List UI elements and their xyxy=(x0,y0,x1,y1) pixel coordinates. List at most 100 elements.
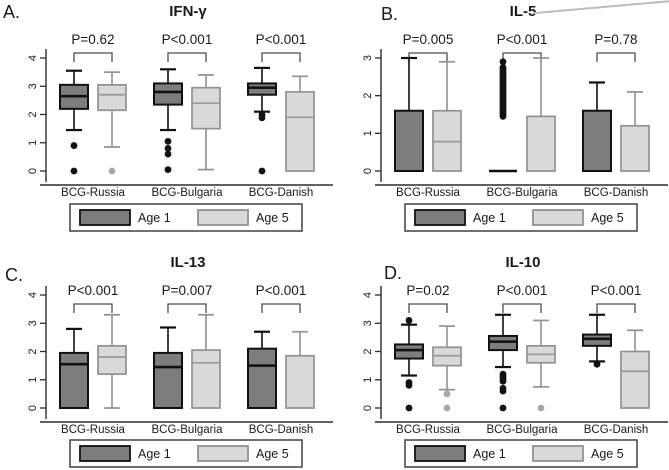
y-tick-label: 1 xyxy=(27,140,39,146)
panel-label: C. xyxy=(5,265,23,285)
panel-il13: C. IL-13 P<0.001 P=0.007 P<0.001 0 1 2 3 4 BCG-Rus… xyxy=(0,235,335,470)
outlier-dot-age1-bcg-bulgaria xyxy=(499,387,507,395)
outlier-dot-age1-bcg-bulgaria xyxy=(164,150,172,158)
x-category-label: BCG-Russia xyxy=(61,424,126,436)
outlier-dot-age1-bcg-russia xyxy=(70,142,78,149)
box-age1-bcg-danish xyxy=(247,347,277,410)
box-age5-bcg-danish xyxy=(285,91,315,172)
y-tick-label: 2 xyxy=(27,111,39,117)
outlier-dot-age1-bcg-danish xyxy=(258,167,266,175)
box-age5-bcg-bulgaria xyxy=(191,349,221,409)
legend-swatch-age5 xyxy=(197,445,249,462)
p-value-label: P<0.001 xyxy=(497,283,548,298)
outlier-dot-age1-bcg-russia xyxy=(70,167,78,175)
x-category-label: BCG-Bulgaria xyxy=(487,424,559,436)
outlier-dot-age1-bcg-danish xyxy=(258,114,266,122)
p-value-label: P<0.001 xyxy=(68,283,119,298)
boxplot-chart-IL-13: C. IL-13 P<0.001 P=0.007 P<0.001 0 1 2 3 4 BCG-Rus… xyxy=(5,254,333,468)
box-age5-bcg-russia xyxy=(97,344,127,375)
box-age5-bcg-bulgaria xyxy=(526,115,556,172)
p-value-label: P<0.001 xyxy=(256,32,307,47)
y-tick-label: 3 xyxy=(362,320,374,326)
p-value-label: P<0.001 xyxy=(591,283,642,298)
outlier-dot-age1-bcg-bulgaria xyxy=(499,58,507,66)
x-category-label: BCG-Bulgaria xyxy=(152,424,224,436)
legend-swatch-age5 xyxy=(532,209,584,226)
outlier-dot-age5-bcg-bulgaria xyxy=(537,404,545,412)
legend-label-age1: Age 1 xyxy=(138,211,171,225)
panel-label: A. xyxy=(3,2,20,22)
box-age1-bcg-russia xyxy=(394,109,424,172)
p-value-label: P<0.001 xyxy=(162,32,213,47)
box-age1-bcg-danish xyxy=(247,82,277,96)
outlier-dot-age1-bcg-russia xyxy=(405,382,413,389)
y-tick-label: 2 xyxy=(27,348,39,354)
significance-bracket xyxy=(167,303,207,313)
x-category-label: BCG-Danish xyxy=(249,187,314,199)
box-age1-bcg-russia xyxy=(59,351,89,409)
outlier-dot-age1-bcg-bulgaria xyxy=(164,145,172,152)
significance-bracket xyxy=(261,52,301,62)
legend-swatch-age5 xyxy=(532,445,584,462)
panel-ifn-gamma: A. IFN-γ P=0.62 P<0.001 P<0.001 0 1 2 3 4 BCG-Russ… xyxy=(0,0,335,235)
legend-label-age5: Age 5 xyxy=(591,447,624,461)
y-tick-label: 4 xyxy=(362,292,374,298)
significance-bracket xyxy=(596,303,636,313)
legend-label-age5: Age 5 xyxy=(256,211,289,225)
p-value-label: P<0.001 xyxy=(497,32,548,47)
y-tick-label: 0 xyxy=(362,405,374,411)
x-category-label: BCG-Russia xyxy=(61,187,126,199)
panel-label: D. xyxy=(384,263,402,283)
boxplot-chart-IL-10: D. IL-10 P=0.02 P<0.001 P<0.001 0 1 2 3 4 BCG-Russ… xyxy=(362,254,668,468)
x-category-label: BCG-Danish xyxy=(249,424,314,436)
p-value-label: P<0.001 xyxy=(256,283,307,298)
y-tick-label: 1 xyxy=(362,130,374,136)
panel-il5: B. IL-5 P=0.005 P<0.001 P=0.78 0 1 2 3 BCG-Russia… xyxy=(335,0,669,235)
x-category-label: BCG-Danish xyxy=(584,424,649,436)
legend-label-age1: Age 1 xyxy=(473,211,506,225)
panel-title: IFN-γ xyxy=(169,3,207,20)
boxplot-chart-IL-5: B. IL-5 P=0.005 P<0.001 P=0.78 0 1 2 3 BCG-Russia… xyxy=(362,3,668,232)
outlier-dot-age1-bcg-russia xyxy=(405,317,413,324)
significance-bracket xyxy=(73,52,113,62)
outlier-dot-age1-bcg-bulgaria xyxy=(499,404,507,412)
box-age1-bcg-danish xyxy=(582,109,612,172)
significance-bracket xyxy=(261,303,301,313)
p-value-label: P=0.62 xyxy=(71,32,114,47)
x-category-label: BCG-Bulgaria xyxy=(487,187,559,199)
significance-bracket xyxy=(502,303,542,313)
outlier-dot-age1-bcg-danish xyxy=(593,360,601,368)
x-category-label: BCG-Bulgaria xyxy=(152,187,224,199)
p-value-label: P=0.78 xyxy=(594,32,637,47)
y-tick-label: 2 xyxy=(362,348,374,354)
legend-swatch-age5 xyxy=(197,209,249,226)
y-tick-label: 1 xyxy=(27,377,39,383)
box-age5-bcg-danish xyxy=(285,354,315,409)
p-value-label: P=0.02 xyxy=(406,283,449,298)
outlier-dot-age1-bcg-bulgaria xyxy=(499,377,507,385)
legend-swatch-age1 xyxy=(79,445,131,462)
outlier-dot-age1-bcg-russia xyxy=(405,404,413,412)
box-age5-bcg-danish xyxy=(620,350,650,409)
box-age1-bcg-bulgaria xyxy=(488,334,518,352)
box-age1-bcg-danish xyxy=(582,333,612,347)
y-tick-label: 1 xyxy=(362,377,374,383)
box-age5-bcg-bulgaria xyxy=(191,86,221,130)
legend-label-age5: Age 5 xyxy=(256,447,289,461)
box-age1-bcg-bulgaria xyxy=(153,351,183,409)
outlier-dot-age1-bcg-bulgaria xyxy=(164,137,172,145)
y-tick-label: 4 xyxy=(27,292,39,298)
significance-bracket xyxy=(408,303,448,313)
box-age1-bcg-russia xyxy=(394,343,424,360)
box-age5-bcg-russia xyxy=(97,83,127,112)
outlier-dot-age1-bcg-bulgaria xyxy=(164,166,172,173)
outlier-dot-age5-bcg-russia xyxy=(443,390,451,398)
legend-swatch-age1 xyxy=(414,209,466,226)
box-age5-bcg-danish xyxy=(620,124,650,172)
y-tick-label: 0 xyxy=(27,405,39,411)
panel-title: IL-5 xyxy=(510,3,537,20)
significance-bracket xyxy=(167,52,207,62)
legend-label-age5: Age 5 xyxy=(591,211,624,225)
y-tick-label: 3 xyxy=(362,55,374,61)
